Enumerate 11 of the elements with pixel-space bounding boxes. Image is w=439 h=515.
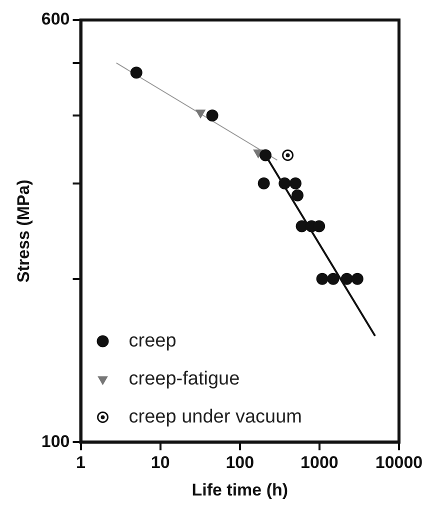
x-tick-label: 10000 bbox=[375, 453, 423, 472]
legend-label: creep bbox=[128, 330, 176, 352]
x-axis-title: Life time (h) bbox=[192, 480, 288, 500]
y-tick-label: 600 bbox=[41, 10, 70, 29]
y-axis-title: Stress (MPa) bbox=[14, 180, 33, 283]
legend-label: creep-fatigue bbox=[128, 368, 240, 390]
x-tick-label: 1 bbox=[76, 453, 86, 472]
x-tick-label: 100 bbox=[226, 453, 254, 472]
x-tick-label: 1000 bbox=[300, 453, 338, 472]
x-tick-label: 10 bbox=[150, 453, 170, 472]
legend-label: creep under vacuum bbox=[128, 406, 302, 428]
